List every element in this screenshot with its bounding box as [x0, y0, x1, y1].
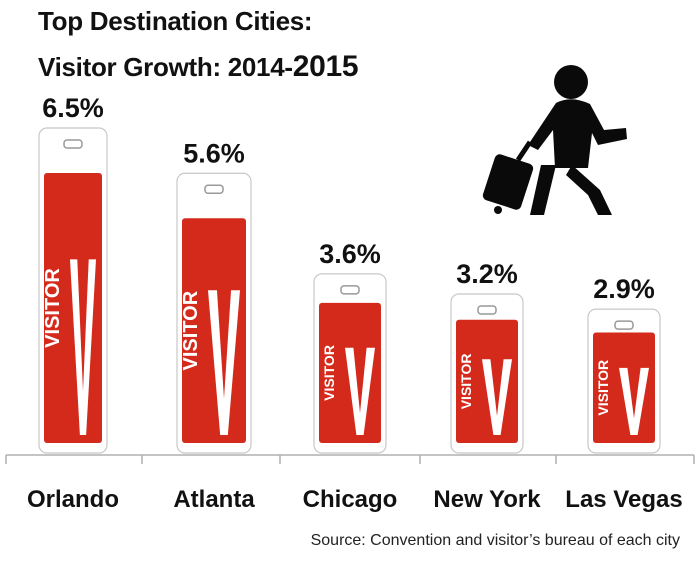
- bar-orlando: VISITOR 6.5% Orlando: [27, 93, 119, 513]
- tag-v-letter: [619, 367, 649, 435]
- data-label: 2.9%: [593, 274, 655, 304]
- tag-visitor-text: VISITOR: [595, 360, 611, 416]
- title-year: 2015: [292, 50, 359, 83]
- tag-visitor-text: VISITOR: [42, 268, 64, 348]
- x-tick-label: Atlanta: [173, 486, 255, 513]
- tag-visitor-text: VISITOR: [321, 345, 337, 401]
- chart-title-line-2: Visitor Growth: 2014-2015: [38, 50, 359, 84]
- source-note: Source: Convention and visitor’s bureau …: [310, 532, 680, 549]
- tag-hole: [614, 320, 634, 330]
- bar-atlanta: VISITOR 5.6% Atlanta: [173, 138, 255, 513]
- bars: VISITOR6.5%OrlandoVISITOR5.6%AtlantaVISI…: [27, 93, 683, 513]
- tag-visitor-text: VISITOR: [180, 290, 202, 370]
- tag-v-letter: [70, 259, 96, 435]
- tag-hole: [63, 139, 83, 149]
- bar-new-york: VISITOR 3.2% New York: [433, 259, 541, 513]
- chart-title-line-1: Top Destination Cities:: [38, 6, 313, 36]
- data-label: 6.5%: [42, 93, 104, 123]
- data-label: 5.6%: [183, 138, 245, 168]
- x-axis: [5, 454, 695, 464]
- tag-hole: [340, 285, 360, 295]
- x-tick-label: New York: [433, 486, 541, 513]
- tag-v-letter: [208, 290, 240, 435]
- data-label: 3.2%: [456, 259, 518, 289]
- bar-las-vegas: VISITOR 2.9% Las Vegas: [565, 274, 682, 513]
- tag-v-letter: [482, 359, 512, 435]
- tag-v-letter: [345, 347, 375, 435]
- x-tick-label: Chicago: [303, 486, 398, 513]
- data-label: 3.6%: [319, 239, 381, 269]
- bar-chicago: VISITOR 3.6% Chicago: [303, 239, 398, 513]
- tag-visitor-text: VISITOR: [458, 354, 474, 410]
- x-tick-label: Las Vegas: [565, 486, 682, 513]
- tag-hole: [204, 184, 224, 195]
- title-prefix: Visitor Growth: 2014-: [38, 52, 293, 82]
- x-tick-label: Orlando: [27, 486, 119, 513]
- person-with-rolling-suitcase-icon: [482, 65, 627, 215]
- tag-hole: [477, 305, 497, 315]
